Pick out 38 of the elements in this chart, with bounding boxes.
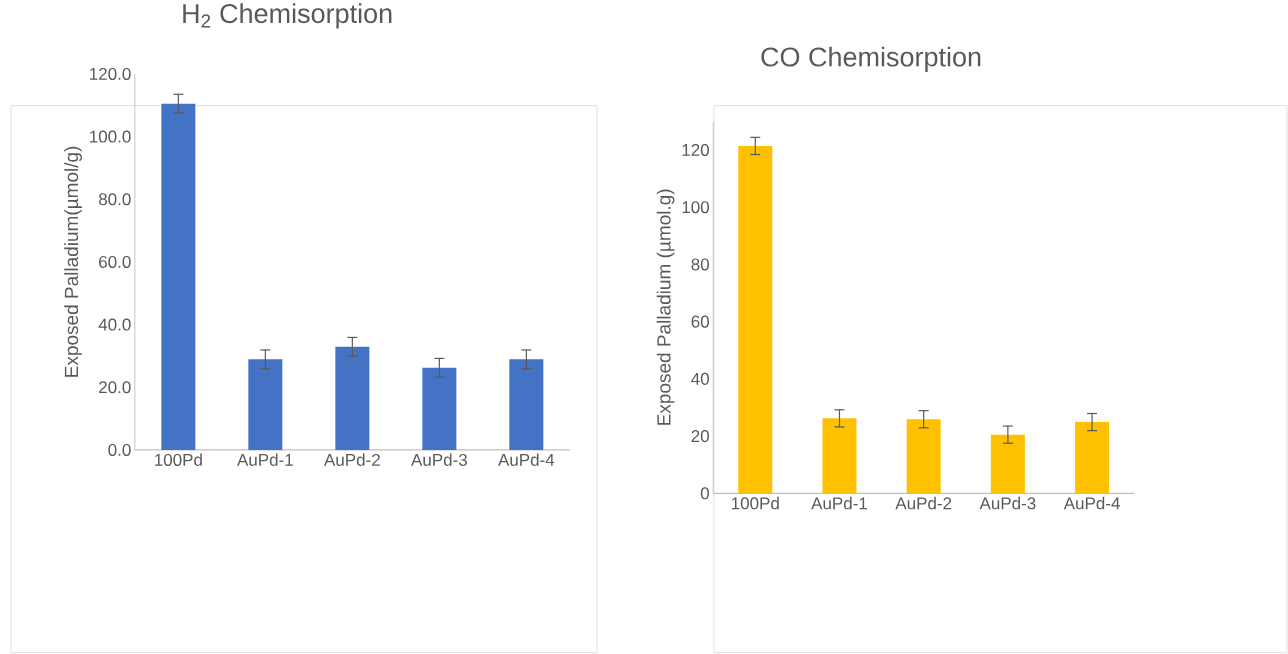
- y-tick-label: 40.0: [98, 318, 131, 331]
- y-tick-label: 20: [691, 430, 709, 443]
- chart-title: CO Chemisorption: [761, 46, 981, 73]
- x-tick-label: AuPd-4: [498, 453, 555, 467]
- bar: [509, 359, 544, 451]
- y-tick-label: 60.0: [99, 256, 131, 269]
- x-tick-label: AuPd-2: [324, 453, 380, 467]
- y-tick-label: 120: [682, 144, 709, 157]
- x-tick-label: AuPd-2: [895, 497, 952, 510]
- bar: [161, 103, 196, 451]
- bar: [422, 368, 457, 451]
- y-tick-label: 100: [682, 201, 709, 214]
- y-tick-label: 80.0: [98, 193, 131, 206]
- y-tick-label: 100.0: [90, 130, 131, 143]
- y-tick-label: 80: [691, 258, 709, 271]
- bar: [248, 359, 283, 451]
- y-tick-label: 0.0: [108, 444, 131, 457]
- y-tick-label: 60: [691, 315, 709, 328]
- y-tick-label: 120.0: [90, 68, 131, 81]
- y-tick-label: 40: [691, 373, 709, 386]
- x-tick-label: AuPd-1: [237, 453, 293, 467]
- bar: [335, 347, 370, 451]
- y-tick-label: 20.0: [99, 381, 131, 394]
- bar: [1075, 422, 1110, 494]
- x-tick-label: 100Pd: [732, 497, 779, 510]
- x-tick-label: 100Pd: [155, 453, 202, 467]
- x-tick-label: AuPd-3: [411, 453, 467, 467]
- x-tick-label: AuPd-4: [1063, 497, 1120, 510]
- bar: [990, 434, 1025, 494]
- y-tick-label: 0: [700, 487, 709, 500]
- y-axis-title: Exposed Palladium (µmol.g): [656, 189, 675, 425]
- bar: [738, 146, 773, 494]
- x-tick-label: AuPd-1: [811, 497, 867, 510]
- bar: [906, 419, 941, 494]
- chart-title: H$_{2}$ Chemisorption: [183, 3, 392, 29]
- x-tick-label: AuPd-3: [979, 497, 1036, 510]
- bar: [822, 418, 857, 494]
- y-axis-title: Exposed Palladium(µmol/g): [64, 147, 82, 377]
